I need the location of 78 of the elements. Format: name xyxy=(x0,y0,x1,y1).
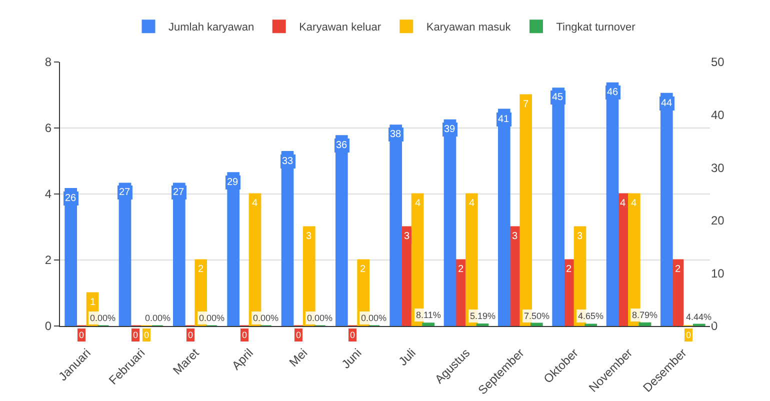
data-label: 29 xyxy=(227,177,239,188)
data-label: 4 xyxy=(415,198,421,209)
legend-label: Karyawan masuk xyxy=(426,22,512,34)
data-label: 3 xyxy=(512,231,518,242)
data-label: 27 xyxy=(119,187,131,198)
data-label: 8.79% xyxy=(632,310,658,320)
legend-label: Karyawan keluar xyxy=(299,22,382,34)
data-label: 7.50% xyxy=(524,311,550,321)
data-label: 0.00% xyxy=(361,313,387,323)
data-label: 44 xyxy=(661,98,673,109)
data-label: 2 xyxy=(566,264,572,275)
data-label: 8.11% xyxy=(416,310,441,320)
data-label: 2 xyxy=(675,264,681,275)
data-label: 4 xyxy=(252,198,258,209)
data-label: 41 xyxy=(498,114,510,125)
bar xyxy=(336,135,348,326)
data-label: 0.00% xyxy=(307,313,333,323)
data-label: 0 xyxy=(296,330,302,340)
data-label: 0.00% xyxy=(145,313,171,323)
bar xyxy=(390,124,402,326)
y2-tick-label: 20 xyxy=(711,214,725,228)
data-label: 0 xyxy=(188,330,194,340)
data-label: 3 xyxy=(404,231,410,242)
data-label: 5.19% xyxy=(470,311,496,321)
bar xyxy=(638,322,652,326)
data-label: 4 xyxy=(620,198,626,209)
bar xyxy=(64,188,77,326)
y2-tick-label: 10 xyxy=(711,266,725,280)
legend-label: Tingkat turnover xyxy=(556,22,636,34)
bar xyxy=(444,119,456,326)
data-label: 39 xyxy=(444,124,456,135)
data-label: 0 xyxy=(242,330,248,340)
data-label: 2 xyxy=(198,264,204,275)
data-label: 45 xyxy=(552,92,564,103)
data-label: 3 xyxy=(306,231,312,242)
data-label: 0.00% xyxy=(199,313,225,323)
y-tick-label: 8 xyxy=(44,55,52,70)
x-tick-label: Mei xyxy=(286,346,310,370)
bar xyxy=(422,322,434,326)
data-label: 26 xyxy=(65,193,77,204)
data-label: 36 xyxy=(336,140,348,151)
y-tick-label: 6 xyxy=(44,121,52,136)
data-label: 4 xyxy=(469,198,475,209)
data-label: 7 xyxy=(523,99,529,110)
data-label: 3 xyxy=(577,231,583,242)
y-tick-label: 2 xyxy=(44,253,52,268)
data-label: 0.00% xyxy=(90,313,116,323)
x-tick-label: Juli xyxy=(396,346,418,369)
y2-tick-label: 40 xyxy=(711,108,725,122)
data-label: 0 xyxy=(686,330,692,340)
bar xyxy=(552,88,564,326)
y-tick-label: 4 xyxy=(44,187,52,202)
data-label: 46 xyxy=(607,87,619,98)
data-label: 0 xyxy=(79,330,84,340)
data-label: 0 xyxy=(133,330,138,340)
bar xyxy=(530,322,543,326)
bar xyxy=(281,151,294,326)
data-label: 4.65% xyxy=(578,311,604,321)
data-label: 2 xyxy=(458,264,464,275)
bar xyxy=(498,108,510,326)
y2-tick-label: 50 xyxy=(711,55,725,70)
data-label: 38 xyxy=(390,129,402,140)
y2-tick-label: 0 xyxy=(711,319,718,334)
legend-label: Jumlah karyawan xyxy=(168,22,254,34)
data-label: 0 xyxy=(350,330,356,340)
data-label: 1 xyxy=(90,297,96,308)
bar xyxy=(227,172,240,326)
data-label: 0 xyxy=(144,330,150,340)
data-label: 0.00% xyxy=(253,313,279,323)
data-label: 33 xyxy=(282,156,294,167)
y-tick-label: 0 xyxy=(44,319,52,334)
data-label: 2 xyxy=(360,264,366,275)
data-label: 27 xyxy=(173,187,185,198)
data-label: 4 xyxy=(631,198,637,209)
bar xyxy=(660,92,673,326)
bar xyxy=(173,182,186,326)
data-label: 4.44% xyxy=(686,312,712,322)
y2-tick-label: 30 xyxy=(711,160,725,175)
